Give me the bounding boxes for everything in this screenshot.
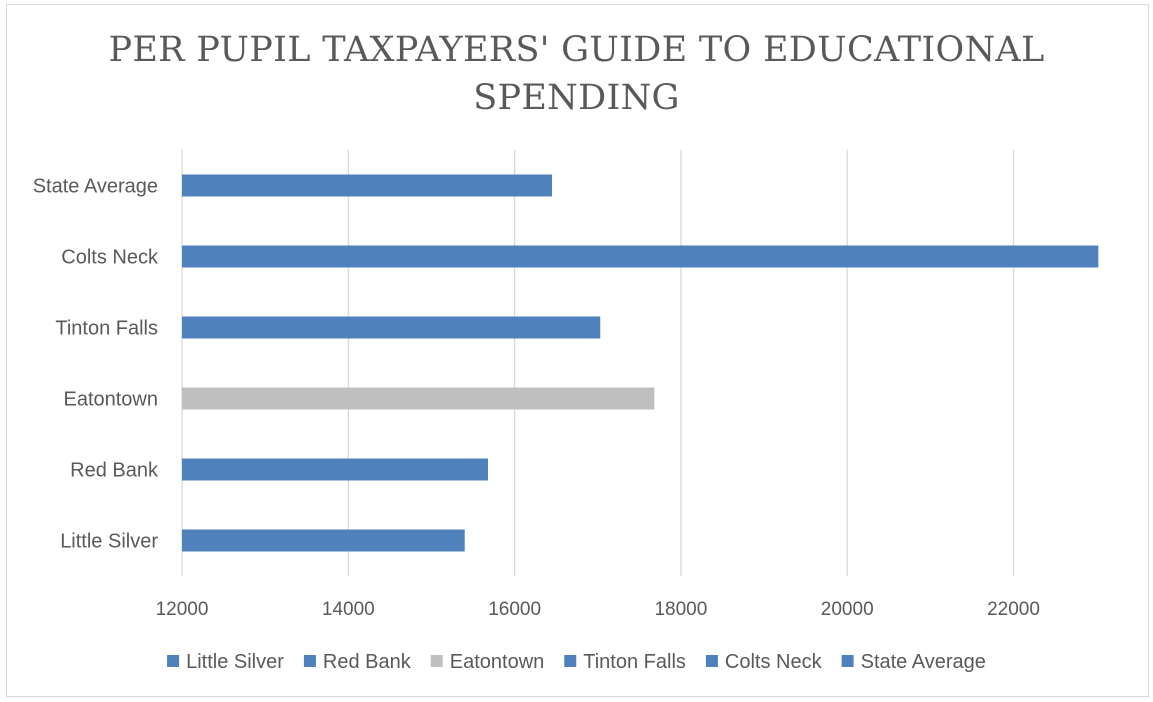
legend-label-tinton-falls: Tinton Falls (583, 651, 686, 673)
x-tick-label-20000: 20000 (821, 599, 874, 620)
chart-frame (6, 4, 1149, 697)
category-label-colts-neck: Colts Neck (61, 247, 159, 269)
bar-tinton-falls (182, 316, 601, 339)
bar-red-bank (182, 458, 489, 481)
bar-colts-neck (182, 245, 1099, 268)
legend-swatch-red-bank (303, 655, 316, 667)
x-tick-label-14000: 14000 (322, 599, 375, 620)
legend-swatch-state-average (841, 655, 854, 667)
legend-swatch-eatontown (430, 655, 443, 667)
chart-title: PER PUPIL TAXPAYERS' GUIDE TO EDUCATIONA… (108, 30, 1045, 118)
category-label-tinton-falls: Tinton Falls (55, 318, 158, 340)
category-label-eatontown: Eatontown (63, 389, 158, 411)
legend-label-little-silver: Little Silver (186, 651, 284, 673)
bar-eatontown (182, 387, 655, 410)
legend-label-eatontown: Eatontown (450, 651, 545, 673)
legend-swatch-colts-neck (705, 655, 718, 667)
legend-label-colts-neck: Colts Neck (725, 651, 823, 673)
category-label-red-bank: Red Bank (70, 460, 159, 482)
x-tick-label-18000: 18000 (654, 599, 707, 620)
legend-label-red-bank: Red Bank (323, 651, 412, 673)
category-label-little-silver: Little Silver (60, 531, 158, 553)
legend-label-state-average: State Average (861, 651, 986, 673)
bar-state-average (182, 174, 553, 197)
category-label-state-average: State Average (33, 176, 158, 198)
x-tick-label-22000: 22000 (987, 599, 1040, 620)
x-tick-label-16000: 16000 (488, 599, 541, 620)
x-tick-label-12000: 12000 (156, 599, 209, 620)
bar-little-silver (182, 529, 465, 552)
legend-swatch-little-silver (167, 655, 180, 667)
legend-swatch-tinton-falls (564, 655, 577, 667)
